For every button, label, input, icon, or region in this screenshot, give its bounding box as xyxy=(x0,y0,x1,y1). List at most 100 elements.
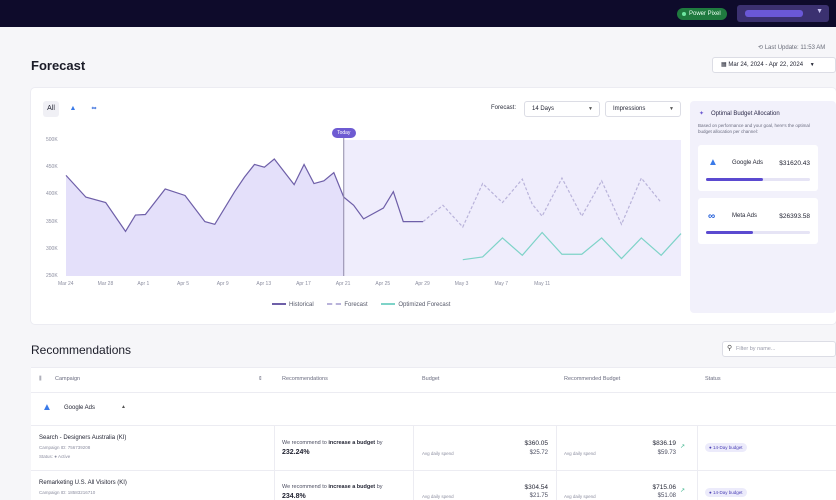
x-tick-label: Apr 9 xyxy=(216,281,229,287)
divider xyxy=(556,425,557,500)
metric-value: Impressions xyxy=(613,106,646,112)
account-selector[interactable]: ▼ xyxy=(737,5,829,22)
trend-up-icon: ↗ xyxy=(680,488,686,494)
y-tick-label: 500K xyxy=(46,137,58,143)
metric-select[interactable]: Impressions ▼ xyxy=(605,101,681,117)
y-tick-label: 400K xyxy=(46,191,58,198)
channel-share-bar xyxy=(706,231,810,234)
recommendations-title: Recommendations xyxy=(31,343,132,357)
x-tick-label: May 7 xyxy=(494,281,509,287)
date-range-picker[interactable]: ▦ Mar 24, 2024 - Apr 22, 2024 ▼ xyxy=(712,57,836,73)
divider xyxy=(31,470,836,471)
recommendation-percent: 232.24% xyxy=(282,449,310,456)
budget-label: Avg daily spend xyxy=(422,451,454,456)
forecast-period-select[interactable]: 14 Days ▼ xyxy=(524,101,600,117)
column-header-recommended-budget[interactable]: Recommended Budget xyxy=(564,376,621,382)
forecast-region xyxy=(343,140,681,276)
x-tick-label: Apr 13 xyxy=(256,281,272,287)
campaign-name[interactable]: Search - Designers Australia (KI) xyxy=(39,435,127,441)
divider xyxy=(274,425,275,500)
campaign-name[interactable]: Remarketing U.S. All Visitors (KI) xyxy=(39,480,127,486)
channel-share-fill xyxy=(706,231,753,234)
channel-name: Meta Ads xyxy=(732,213,758,219)
status-badge: ● 14-Day budget xyxy=(705,488,747,497)
legend-forecast: Forecast xyxy=(327,302,368,308)
last-update-text: Last Update: 11:53 AM xyxy=(764,45,826,51)
filter-all-button[interactable]: All xyxy=(43,101,59,117)
recommended-budget-daily: $51.08 xyxy=(657,493,676,499)
channel-card-google[interactable]: ▲ Google Ads $31620.43 xyxy=(698,145,818,191)
campaign-status: Status: ● Active xyxy=(39,454,71,459)
legend-optimized-forecast: Optimized Forecast xyxy=(381,302,450,308)
chevron-up-icon[interactable]: ▲ xyxy=(121,404,126,410)
meta-icon: ∞ xyxy=(91,105,97,112)
calendar-icon: ▦ xyxy=(721,62,727,68)
google-ads-filter-button[interactable]: ▲ xyxy=(65,101,81,117)
meta-icon: ∞ xyxy=(708,211,716,222)
recommended-budget-total: $836.19 xyxy=(652,440,677,447)
divider xyxy=(31,425,836,426)
forecast-period-value: 14 Days xyxy=(532,106,555,112)
recommendations-table xyxy=(31,367,836,500)
divider xyxy=(31,367,836,368)
budget-total: $304.54 xyxy=(524,484,549,491)
recommended-budget-total: $715.06 xyxy=(652,484,677,491)
recommended-budget-label: Avg daily spend xyxy=(564,451,596,456)
column-header-campaign[interactable]: Campaign xyxy=(55,376,81,382)
google-ads-icon: ▲ xyxy=(708,157,718,168)
sparkle-icon: ✦ xyxy=(699,111,705,117)
divider xyxy=(413,425,414,500)
recommended-budget-daily: $59.73 xyxy=(657,450,676,456)
y-tick-label: 300K xyxy=(46,245,58,252)
column-header-budget[interactable]: Budget xyxy=(422,376,440,382)
column-header-status[interactable]: Status xyxy=(705,376,721,382)
sort-icon[interactable]: ⇕ xyxy=(258,376,263,382)
x-tick-label: May 11 xyxy=(534,281,551,287)
recommendation-percent: 234.8% xyxy=(282,493,306,500)
chevron-down-icon: ▼ xyxy=(816,8,823,15)
x-tick-label: Apr 29 xyxy=(415,281,430,287)
top-bar: Power Pixel ▼ xyxy=(0,0,836,27)
channel-name: Google Ads xyxy=(732,160,764,166)
campaign-id: Campaign ID: 18583216710 xyxy=(39,490,96,495)
trend-up-icon: ↗ xyxy=(680,444,686,450)
clock-icon: ⟲ xyxy=(758,45,764,51)
search-icon: ⚲ xyxy=(727,345,733,352)
x-tick-label: Mar 28 xyxy=(97,281,114,287)
x-tick-label: May 3 xyxy=(454,281,469,287)
group-label: Google Ads xyxy=(64,405,96,411)
filter-placeholder: Filter by name... xyxy=(736,346,776,352)
x-tick-label: Apr 25 xyxy=(375,281,391,287)
divider xyxy=(697,425,698,500)
budget-daily: $25.72 xyxy=(529,450,548,456)
historical-area xyxy=(66,159,424,276)
recommended-budget-label: Avg daily spend xyxy=(564,494,596,499)
budget-total: $360.05 xyxy=(524,440,549,447)
budget-panel-title: ✦ Optimal Budget Allocation xyxy=(699,111,780,117)
meta-ads-filter-button[interactable]: ∞ xyxy=(86,101,102,117)
account-status-pill[interactable]: Power Pixel xyxy=(677,8,727,20)
y-tick-label: 450K xyxy=(46,164,58,171)
column-header-recommendations[interactable]: Recommendations xyxy=(282,376,328,382)
x-tick-label: Apr 5 xyxy=(177,281,189,287)
recommendation-text: We recommend to increase a budget by xyxy=(282,440,383,446)
channel-amount: $31620.43 xyxy=(779,160,810,167)
recommendation-text: We recommend to increase a budget by xyxy=(282,484,383,490)
columns-icon: ⫼ xyxy=(39,376,42,382)
divider xyxy=(31,392,836,393)
historical-line xyxy=(65,158,424,233)
x-tick-label: Apr 21 xyxy=(335,281,351,287)
channel-card-meta[interactable]: ∞ Meta Ads $26393.58 xyxy=(698,198,818,244)
budget-panel-description: Based on performance and your goal, here… xyxy=(698,123,810,134)
forecast-line xyxy=(422,176,662,229)
filter-by-name-input[interactable]: ⚲ Filter by name... xyxy=(722,341,836,357)
forecast-label: Forecast: xyxy=(491,105,517,111)
legend-historical: Historical xyxy=(272,302,314,308)
y-tick-label: 250K xyxy=(46,273,58,279)
chevron-down-icon: ▼ xyxy=(669,106,674,112)
today-marker: Today xyxy=(331,128,356,138)
optimized-forecast-line xyxy=(462,231,682,261)
budget-label: Avg daily spend xyxy=(422,494,454,499)
forecast-chart xyxy=(65,137,682,276)
channel-share-fill xyxy=(706,178,764,181)
